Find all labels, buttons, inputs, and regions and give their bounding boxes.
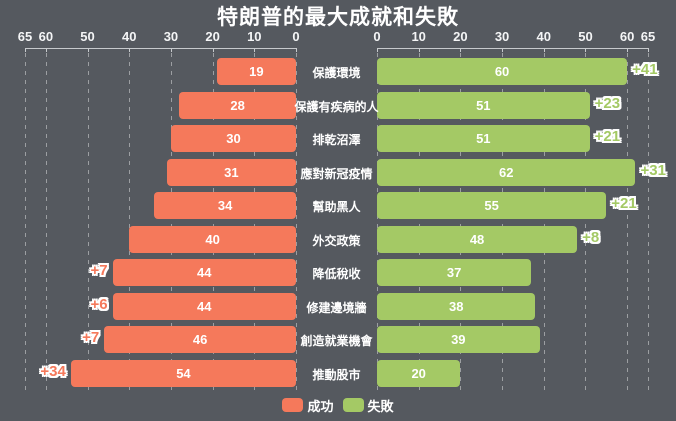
category-label-6: 降低稅收 <box>312 267 361 282</box>
gridline-right-60 <box>627 53 629 390</box>
bar-failure-9: 20 <box>377 359 461 387</box>
axis-tick-label-left-20: 20 <box>205 29 220 44</box>
diff-annotation-9: +34 <box>40 362 66 380</box>
chart-title: 特朗普的最大成就和失敗 <box>217 6 459 29</box>
diff-annotation-6: +7 <box>90 262 108 280</box>
axis-tick-right-50 <box>585 48 587 52</box>
axis-tick-label-left-50: 50 <box>80 29 95 44</box>
axis-tick-left-10 <box>254 48 256 52</box>
legend-swatch-success-icon <box>282 398 304 412</box>
axis-tick-right-65 <box>648 48 649 52</box>
axis-tick-left-20 <box>212 48 214 52</box>
bar-failure-4: 55 <box>377 192 607 220</box>
axis-tick-left-50 <box>87 48 89 52</box>
axis-tick-label-left-0: 0 <box>292 29 300 44</box>
category-label-7: 修建邊境牆 <box>306 300 367 315</box>
bar-failure-5: 48 <box>377 225 578 253</box>
gridline-left-60 <box>45 53 47 390</box>
right-axis-line <box>377 48 648 49</box>
diff-annotation-8: +7 <box>82 329 100 347</box>
diff-annotation-2: +21 <box>594 128 621 146</box>
axis-tick-right-20 <box>460 48 462 52</box>
axis-tick-right-0 <box>377 48 378 52</box>
left-axis-line <box>25 48 296 49</box>
gridline-left-50 <box>87 53 89 390</box>
legend-item-failure: 失敗 <box>342 396 394 415</box>
gridline-left-10 <box>254 53 256 390</box>
axis-tick-label-right-60: 60 <box>619 29 635 44</box>
category-label-4: 幫助黑人 <box>312 200 361 215</box>
gridline-right-0 <box>377 53 378 390</box>
axis-tick-label-right-30: 30 <box>494 29 510 44</box>
bar-failure-0: 60 <box>377 58 628 85</box>
diff-annotation-4: +21 <box>611 195 637 213</box>
bar-failure-1: 51 <box>377 91 590 119</box>
bar-success-5: 40 <box>129 225 296 253</box>
legend: 成功 失敗 <box>0 395 676 415</box>
legend-label-success: 成功 <box>307 398 334 414</box>
axis-tick-left-0 <box>296 48 297 52</box>
gridline-left-20 <box>212 53 214 390</box>
axis-tick-label-right-50: 50 <box>578 29 593 44</box>
diff-annotation-5: +8 <box>582 228 600 246</box>
diff-annotation-0: +41 <box>632 61 658 78</box>
axis-tick-label-right-65: 65 <box>640 29 656 44</box>
axis-tick-right-40 <box>543 48 545 52</box>
legend-swatch-failure-icon <box>342 398 364 412</box>
axis-tick-label-right-0: 0 <box>373 29 381 44</box>
axis-tick-left-30 <box>170 48 172 52</box>
category-label-1: 保護有疾病的人 <box>294 99 379 114</box>
bar-success-1: 28 <box>179 91 296 119</box>
gridline-left-30 <box>170 53 172 390</box>
gridline-right-30 <box>502 53 504 390</box>
gridline-left-40 <box>129 53 131 390</box>
bar-success-0: 19 <box>216 58 296 85</box>
axis-tick-label-left-10: 10 <box>247 29 262 44</box>
axis-tick-left-65 <box>25 48 26 52</box>
diff-annotation-3: +31 <box>640 161 666 179</box>
category-label-0: 保護環境 <box>312 66 361 80</box>
diff-annotation-1: +23 <box>594 94 621 112</box>
gridline-right-10 <box>418 53 420 390</box>
legend-label-failure: 失敗 <box>367 398 394 414</box>
bar-failure-8: 39 <box>377 326 540 354</box>
category-label-2: 排乾沼澤 <box>312 133 361 148</box>
gridline-left-65 <box>25 53 26 390</box>
legend-item-success: 成功 <box>282 396 334 415</box>
gridline-right-20 <box>460 53 462 390</box>
bar-success-8: 46 <box>104 326 296 354</box>
category-label-5: 外交政策 <box>312 233 361 248</box>
category-label-8: 創造就業機會 <box>300 334 373 349</box>
bar-failure-2: 51 <box>377 125 590 153</box>
gridline-right-50 <box>585 53 587 390</box>
bar-failure-3: 62 <box>377 158 636 186</box>
bar-failure-7: 38 <box>377 292 536 320</box>
axis-tick-label-right-10: 10 <box>411 29 426 44</box>
axis-tick-label-left-65: 65 <box>17 29 33 44</box>
axis-tick-left-40 <box>129 48 131 52</box>
axis-tick-label-left-30: 30 <box>163 29 179 44</box>
axis-tick-label-left-60: 60 <box>38 29 54 44</box>
bar-failure-6: 37 <box>377 259 532 287</box>
axis-tick-right-60 <box>627 48 629 52</box>
diff-annotation-7: +6 <box>90 295 108 313</box>
axis-tick-left-60 <box>45 48 47 52</box>
bar-success-9: 54 <box>70 359 296 387</box>
gridline-right-40 <box>543 53 545 390</box>
category-label-3: 應對新冠疫情 <box>300 166 373 181</box>
category-label-9: 推動股市 <box>312 367 361 382</box>
axis-tick-label-right-40: 40 <box>536 29 551 44</box>
axis-tick-right-10 <box>418 48 420 52</box>
gridline-left-0 <box>296 53 297 390</box>
bar-success-3: 31 <box>166 158 296 186</box>
axis-tick-label-left-40: 40 <box>121 29 137 44</box>
gridline-right-65 <box>648 53 649 390</box>
bar-success-7: 44 <box>112 292 296 320</box>
axis-tick-label-right-20: 20 <box>453 29 468 44</box>
bar-success-2: 30 <box>170 125 296 153</box>
bar-success-6: 44 <box>112 259 296 287</box>
bar-success-4: 34 <box>154 192 296 220</box>
axis-tick-right-30 <box>502 48 504 52</box>
